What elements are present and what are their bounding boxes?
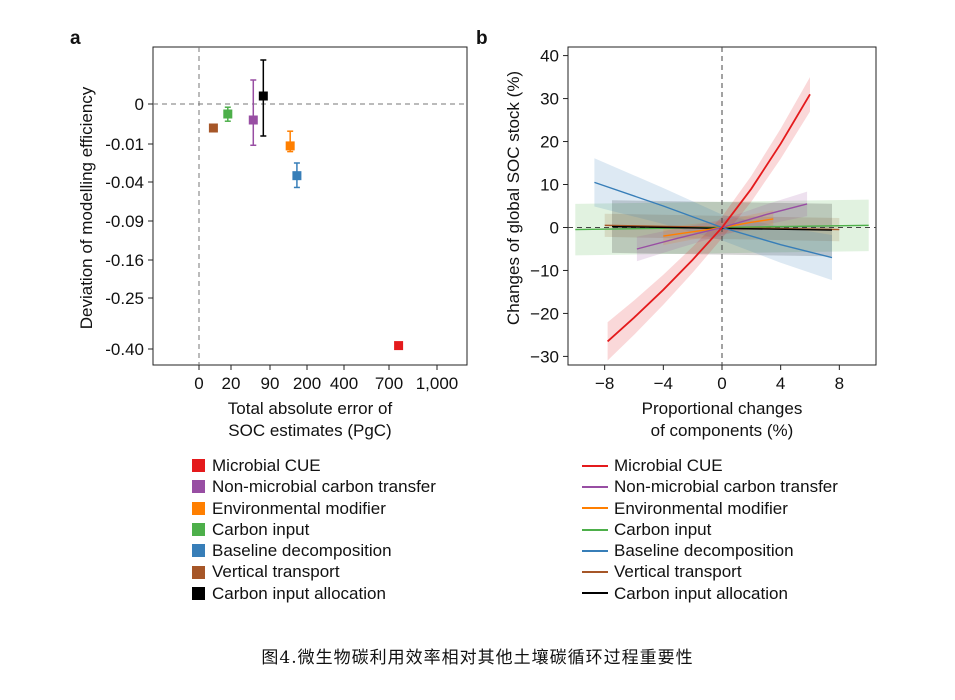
panel-a-point (394, 341, 404, 351)
legend-label: Baseline decomposition (212, 541, 392, 561)
legend-label: Environmental modifier (614, 498, 788, 518)
panel-a-ylabel: Deviation of modelling efficiency (77, 86, 96, 329)
legend-label: Vertical transport (212, 562, 340, 582)
legend-a-item: Non-microbial carbon transfer (192, 476, 436, 497)
legend-label: Non-microbial carbon transfer (614, 477, 838, 497)
legend-line (582, 507, 608, 510)
panel-a-y-tick-label: -0.09 (105, 212, 144, 231)
legend-a-item: Baseline decomposition (192, 540, 436, 561)
figure-canvas: 0 20 90 200 400 700 1,0000-0.01-0.04-0.09-0.16… (77, 46, 877, 440)
panel-b-ci-band (594, 158, 832, 281)
legend-swatch (192, 565, 205, 579)
panel-a-point (292, 171, 302, 181)
panel-b-ylabel: Changes of global SOC stock (%) (504, 71, 523, 325)
panel-b-x-tick-label: 4 (776, 374, 785, 393)
panel-b-series-line (606, 93, 811, 343)
panel-b-y-tick-label: −10 (530, 261, 559, 280)
panel-a-y-tick-label: -0.25 (105, 289, 144, 308)
panel-b-x-tick-label: 8 (835, 374, 844, 393)
panel-a-point (258, 91, 268, 101)
legend-a-item: Carbon input allocation (192, 583, 436, 604)
panel-a-point (248, 115, 258, 125)
legend-label: Microbial CUE (212, 456, 321, 475)
legend-line (582, 549, 608, 552)
panel-a-xlabel: Total absolute error of (228, 399, 393, 418)
legend-b-item: Vertical transport (582, 561, 838, 582)
legend-line (582, 464, 608, 467)
legend-label: Non-microbial carbon transfer (212, 477, 436, 497)
legend-b-item: Environmental modifier (582, 498, 838, 519)
panel-a-y-tick-label: -0.01 (105, 135, 144, 154)
panel-a-x-tick-label: 200 (293, 374, 321, 393)
legend-a-item: Microbial CUE (192, 455, 436, 476)
legend-label: Baseline decomposition (614, 541, 794, 561)
panel-b-x-tick-label: −8 (595, 374, 614, 393)
panel-b-x-tick-label: −4 (654, 374, 673, 393)
legend-line (582, 571, 608, 574)
panel-b-y-tick-label: 30 (540, 90, 559, 109)
panel-a-x-tick-label: 20 (222, 374, 241, 393)
panel-b-xlabel: Proportional changes (642, 399, 803, 418)
panel-a-y-tick-label: -0.16 (105, 251, 144, 270)
panel-b-y-tick-label: 40 (540, 47, 559, 66)
panel-b-y-tick-label: 0 (550, 218, 559, 237)
panel-a-x-tick-label: 400 (330, 374, 358, 393)
legend-label: Carbon input allocation (212, 583, 386, 603)
panel-b-y-tick-label: 10 (540, 176, 559, 195)
legend-b-item: Carbon input allocation (582, 583, 838, 604)
panel-a-point (285, 141, 295, 151)
legend-b: Microbial CUE Non-microbial carbon trans… (582, 455, 838, 604)
panel-a-label: a (70, 28, 81, 49)
legend-label: Environmental modifier (212, 498, 386, 518)
panel-a-point (223, 109, 233, 119)
legend-b-item: Carbon input (582, 519, 838, 540)
panel-a-y-tick-label: -0.04 (105, 173, 144, 192)
legend-swatch (192, 459, 205, 473)
panel-b-label: b (476, 28, 488, 49)
legend-swatch (192, 586, 205, 600)
legend-swatch (192, 544, 205, 558)
panel-a-xlabel: SOC estimates (PgC) (228, 421, 391, 440)
panel-a-x-tick-label: 0 (194, 374, 203, 393)
panel-a-x-tick-label: 90 (261, 374, 280, 393)
panel-b-y-tick-label: −20 (530, 304, 559, 323)
panel-a-x-tick-label: 700 (375, 374, 403, 393)
panel-b-ci-band (607, 77, 810, 361)
legend-swatch (192, 480, 205, 494)
legend-label: Carbon input (212, 519, 310, 539)
legend-b-item: Baseline decomposition (582, 540, 838, 561)
legend-label: Vertical transport (614, 562, 742, 582)
panel-b-y-tick-label: 20 (540, 133, 559, 152)
legend-line (582, 592, 608, 595)
legend-label: Microbial CUE (614, 456, 723, 475)
legend-line (582, 485, 608, 488)
legend-swatch (192, 501, 205, 515)
legend-a-item: Environmental modifier (192, 498, 436, 519)
legend-line (582, 528, 608, 531)
legend-a-item: Carbon input (192, 519, 436, 540)
legend-b-item: Non-microbial carbon transfer (582, 476, 838, 497)
legend-swatch (192, 523, 205, 537)
panel-a-y-tick-label: -0.40 (105, 340, 144, 359)
panel-a-frame (152, 46, 468, 366)
panel-a-x-tick-label: 1,000 (416, 374, 459, 393)
legend-b-item: Microbial CUE (582, 455, 838, 476)
panel-a-point (208, 123, 218, 133)
panel-a-y-tick-label: 0 (135, 95, 144, 114)
legend-a-item: Vertical transport (192, 561, 436, 582)
figure-caption: 图4.微生物碳利用效率相对其他土壤碳循环过程重要性 (261, 648, 694, 668)
legend-label: Carbon input allocation (614, 583, 788, 603)
panel-b-y-tick-label: −30 (530, 347, 559, 366)
legend-a: Microbial CUE Non-microbial carbon trans… (192, 455, 436, 604)
panel-b-x-tick-label: 0 (717, 374, 726, 393)
legend-label: Carbon input (614, 519, 712, 539)
panel-b-xlabel: of components (%) (651, 421, 794, 440)
